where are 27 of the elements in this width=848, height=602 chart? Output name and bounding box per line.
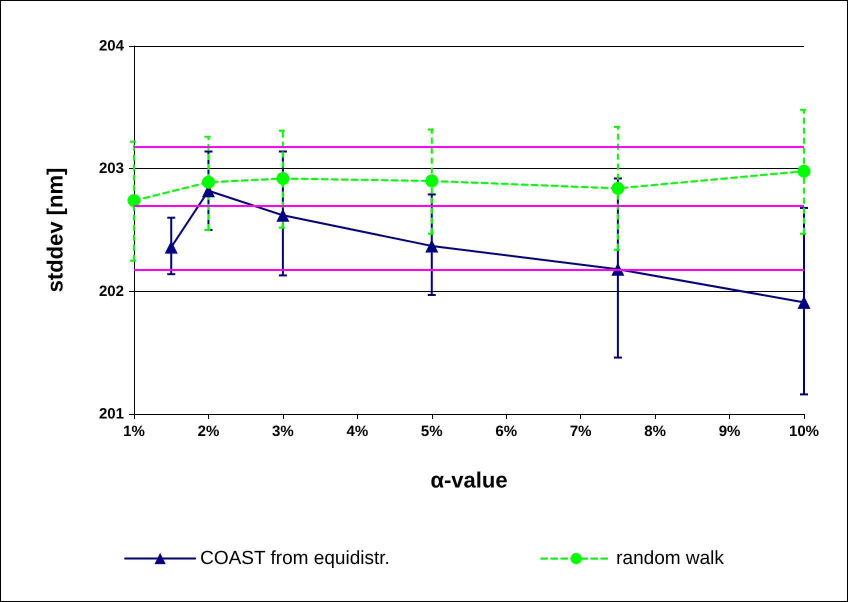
point [276,208,290,222]
x-tick-label: 8% [644,423,666,440]
y-tick-label: 201 [98,406,124,422]
x-tick-label: 10% [788,423,820,440]
y-tick-label: 202 [98,282,124,300]
y-tick-label: 204 [98,38,125,54]
point [276,172,290,185]
x-tick-label: 7% [570,423,592,440]
y-axis-title: stddev [nm] [42,168,68,292]
x-tick-label: 2% [198,423,220,440]
x-tick-label: 4% [346,423,368,440]
legend-label: random walk [616,548,724,569]
x-tick-label: 3% [272,423,294,440]
point [425,239,438,252]
y-tick-label: 203 [98,160,124,178]
legend-label: COAST from equidistr. [200,548,390,569]
x-tick-label: 9% [718,423,740,440]
point [425,174,438,188]
x-tick-label: 6% [495,423,518,440]
point [128,194,140,208]
point [164,240,178,254]
x-tick-label: 5% [420,423,443,440]
x-tick-label: 1% [123,423,145,440]
x-axis-title: α-value [430,468,508,492]
point [611,182,624,195]
point [798,164,810,178]
point [202,176,215,189]
